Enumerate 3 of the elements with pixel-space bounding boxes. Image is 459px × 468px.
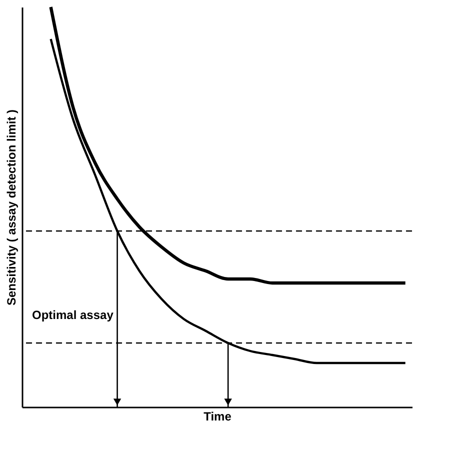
annotation: Optimal assay [32, 308, 114, 322]
y-axis-title: Sensitivity ( assay detection limit ) [4, 109, 18, 306]
x-axis-title: Time [204, 410, 232, 424]
